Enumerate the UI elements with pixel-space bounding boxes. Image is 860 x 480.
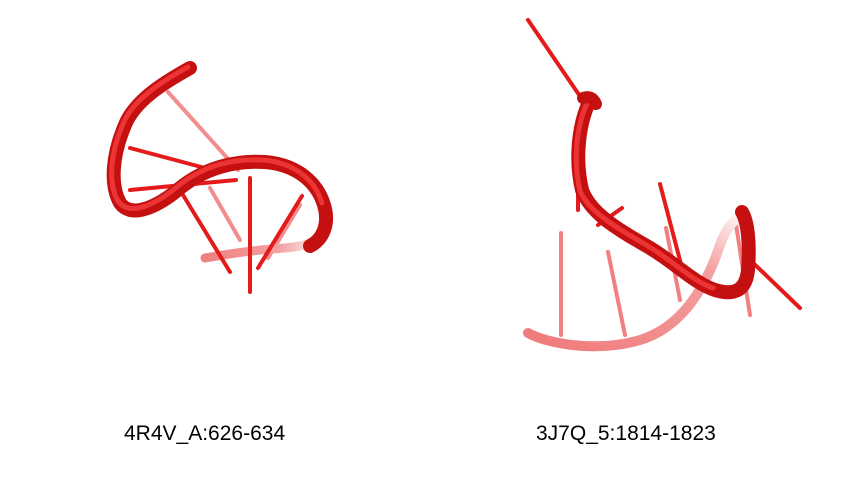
structure-panel-left: 4R4V_A:626-634 bbox=[106, 61, 334, 445]
base-stick bbox=[606, 250, 627, 337]
rna-structure-left bbox=[106, 61, 334, 294]
base-stick bbox=[658, 182, 684, 270]
base-stick bbox=[256, 194, 304, 270]
structure-panel-right: 3J7Q_5:1814-1823 bbox=[430, 0, 860, 480]
structure-label: 3J7Q_5:1814-1823 bbox=[536, 422, 716, 445]
rna-structure-right bbox=[523, 18, 802, 352]
base-stick bbox=[128, 146, 207, 170]
base-stick bbox=[181, 193, 232, 274]
base-stick bbox=[526, 18, 588, 107]
structure-label: 4R4V_A:626-634 bbox=[124, 422, 286, 445]
base-stick bbox=[746, 256, 802, 310]
